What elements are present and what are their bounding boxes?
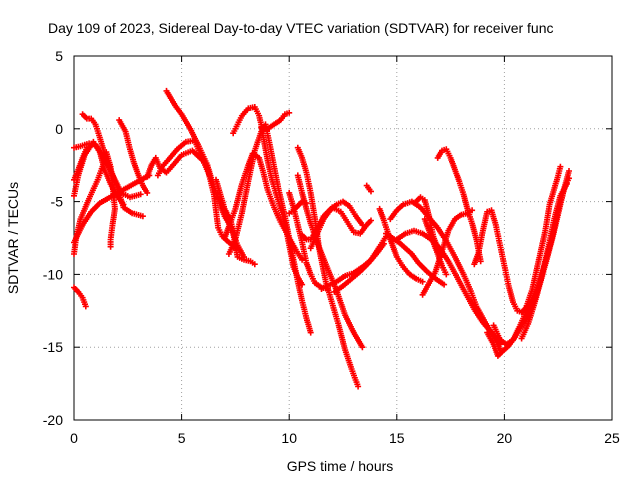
plus-markers [307, 198, 366, 252]
series-s25 [363, 182, 374, 195]
plus-markers [383, 230, 448, 288]
series-s8 [116, 117, 151, 196]
plus-markers [419, 207, 476, 298]
x-tick-label: 25 [604, 430, 620, 446]
plus-markers [331, 240, 387, 295]
y-tick-label: 5 [55, 48, 63, 64]
grid-layer [74, 56, 612, 420]
plus-markers [116, 117, 151, 196]
plus-markers [71, 140, 144, 201]
y-tick-label: -15 [43, 339, 63, 355]
plus-markers [71, 144, 90, 183]
series-s5 [71, 144, 90, 183]
y-tick-label: 0 [55, 121, 63, 137]
series-s12 [213, 176, 258, 268]
series-s17 [286, 189, 331, 292]
chart-title: Day 109 of 2023, Sidereal Day-to-day VTE… [48, 20, 554, 36]
plot-frame [73, 55, 613, 421]
x-tick-label: 5 [178, 430, 186, 446]
plus-markers [71, 284, 89, 310]
series-s32 [419, 207, 476, 298]
series-s16 [258, 109, 293, 132]
axis-ticks: 0 5 10 15 20 25 -20 -15 -10 -5 0 5 [43, 48, 620, 446]
series-s7 [71, 140, 144, 201]
y-axis-title: SDTVAR / TECUs [5, 182, 21, 294]
series-s1 [71, 284, 89, 310]
y-tick-label: -20 [43, 412, 63, 428]
x-tick-label: 20 [497, 430, 513, 446]
series-s37 [518, 168, 572, 342]
x-axis-title: GPS time / hours [287, 458, 394, 474]
series-s26 [376, 205, 426, 285]
series-s29 [393, 227, 504, 348]
y-tick-label: -5 [51, 194, 64, 210]
series-s11 [163, 87, 247, 260]
x-tick-label: 0 [70, 430, 78, 446]
plus-markers [163, 87, 247, 260]
plus-markers [258, 109, 293, 132]
plus-markers [363, 182, 374, 195]
x-tick-label: 15 [389, 430, 405, 446]
series-s24 [331, 240, 387, 295]
x-tick-label: 10 [281, 430, 297, 446]
data-series [71, 87, 572, 390]
plus-markers [286, 189, 331, 292]
plus-markers [213, 176, 258, 268]
series-s15 [225, 121, 314, 336]
plus-markers [225, 121, 314, 336]
y-tick-label: -10 [43, 266, 63, 282]
series-s22 [307, 198, 366, 252]
plus-markers [518, 168, 572, 342]
